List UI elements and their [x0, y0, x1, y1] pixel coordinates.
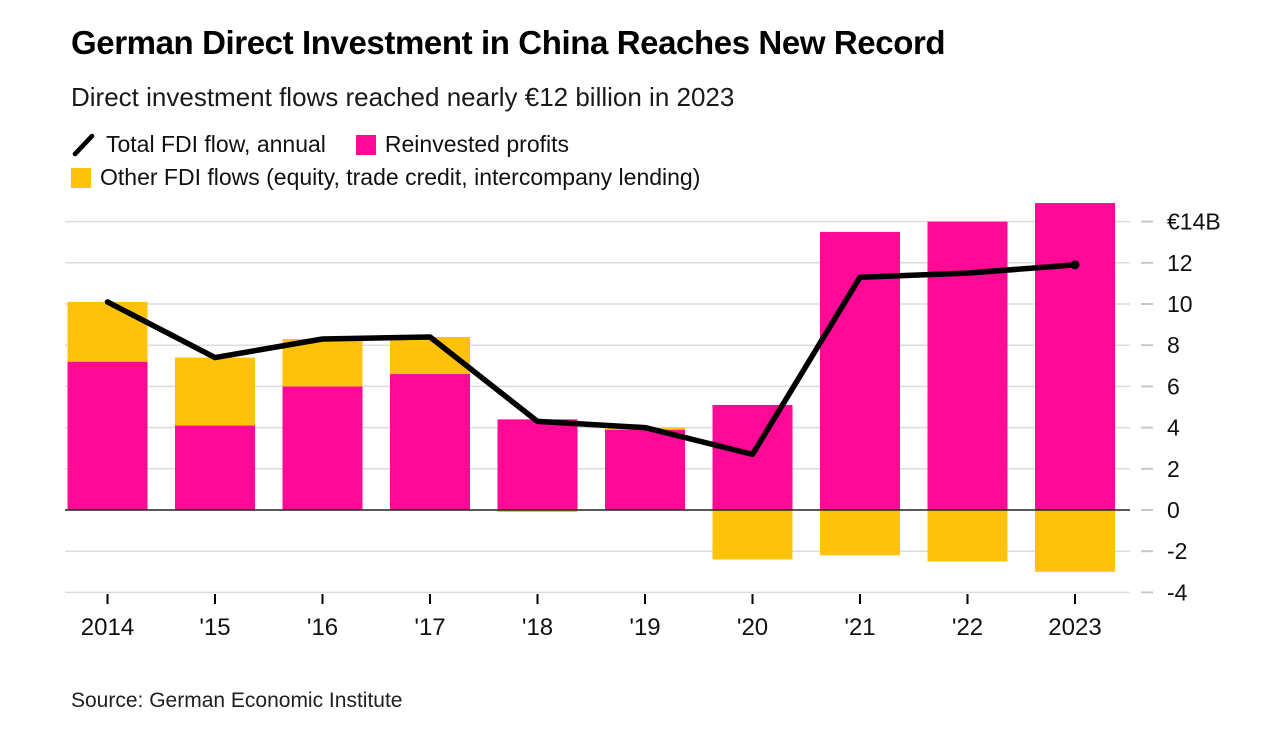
- x-tick-label-'16: '16: [307, 614, 338, 641]
- y-tick-label-6: 6: [1167, 373, 1180, 399]
- y-tick-label-8: 8: [1167, 332, 1180, 358]
- source-note: Source: German Economic Institute: [71, 689, 403, 712]
- x-tick-label-'17: '17: [414, 614, 445, 641]
- y-tick-label-10: 10: [1167, 291, 1193, 317]
- y-tick-label-12: 12: [1167, 250, 1193, 276]
- line-series-icon: [71, 132, 97, 158]
- bar-reinvested-'20: [712, 404, 793, 510]
- y-tick-label--4: -4: [1167, 579, 1188, 605]
- legend-label-reinvested: Reinvested profits: [384, 131, 569, 157]
- x-tick-label-'20: '20: [737, 614, 768, 641]
- x-tick-label-'19: '19: [629, 614, 660, 641]
- x-tick-label-2023: 2023: [1048, 614, 1101, 641]
- bar-reinvested-'17: [390, 374, 470, 510]
- bar-reinvested-'15: [175, 425, 255, 510]
- bar-other-'22: [927, 510, 1008, 562]
- bar-reinvested-'18: [497, 419, 578, 510]
- legend-label-other-fdi: Other FDI flows (equity, trade credit, i…: [100, 164, 701, 190]
- x-tick-label-2014: 2014: [81, 614, 134, 641]
- y-tick-label-4: 4: [1167, 415, 1180, 441]
- bar-other-'21: [820, 510, 900, 556]
- y-tick-label--2: -2: [1167, 538, 1187, 564]
- fdi-combo-chart: €14B 12 10 8 6 4 2 0 -2 -4 2014 '15 '16 '17 '18 '19 '20 '…: [65, 203, 1221, 641]
- total-fdi-line-endpoint: [1070, 260, 1080, 270]
- x-tick-label-'22: '22: [952, 614, 983, 641]
- x-tick-label-'18: '18: [522, 614, 553, 641]
- other-fdi-swatch-icon: [71, 167, 91, 188]
- chart-title: German Direct Investment in China Reache…: [71, 24, 946, 61]
- legend-row-1: Total FDI flow, annual Reinvested profit…: [71, 128, 730, 161]
- bar-reinvested-2023: [1035, 203, 1115, 510]
- bar-other-'15: [175, 357, 255, 426]
- bar-reinvested-'19: [605, 429, 685, 510]
- bar-other-'20: [712, 510, 793, 560]
- legend-item-total-fdi: Total FDI flow, annual: [71, 131, 326, 158]
- y-tick-label-0: 0: [1167, 497, 1180, 523]
- total-fdi-line: [104, 262, 1078, 458]
- legend-item-reinvested: Reinvested profits: [355, 131, 569, 158]
- bar-reinvested-2014: [67, 361, 148, 510]
- bar-reinvested-'22: [927, 221, 1008, 510]
- reinvested-swatch-icon: [355, 134, 376, 155]
- x-tick-label-'15: '15: [199, 614, 230, 641]
- legend-label-total-fdi: Total FDI flow, annual: [106, 131, 326, 157]
- x-tick-label-'21: '21: [844, 614, 875, 641]
- chart-subtitle: Direct investment flows reached nearly €…: [71, 82, 735, 112]
- legend-row-2: Other FDI flows (equity, trade credit, i…: [71, 161, 730, 194]
- bar-other-2023: [1035, 510, 1115, 572]
- legend-item-other-fdi: Other FDI flows (equity, trade credit, i…: [71, 164, 700, 191]
- bar-reinvested-'16: [282, 386, 363, 510]
- bar-other-'16: [282, 339, 363, 387]
- bar-other-2014: [67, 301, 148, 362]
- legend: Total FDI flow, annual Reinvested profit…: [71, 128, 730, 194]
- y-tick-label-2: 2: [1167, 456, 1180, 482]
- y-tick-label-14: €14B: [1167, 209, 1221, 235]
- bar-other-'18: [497, 510, 578, 513]
